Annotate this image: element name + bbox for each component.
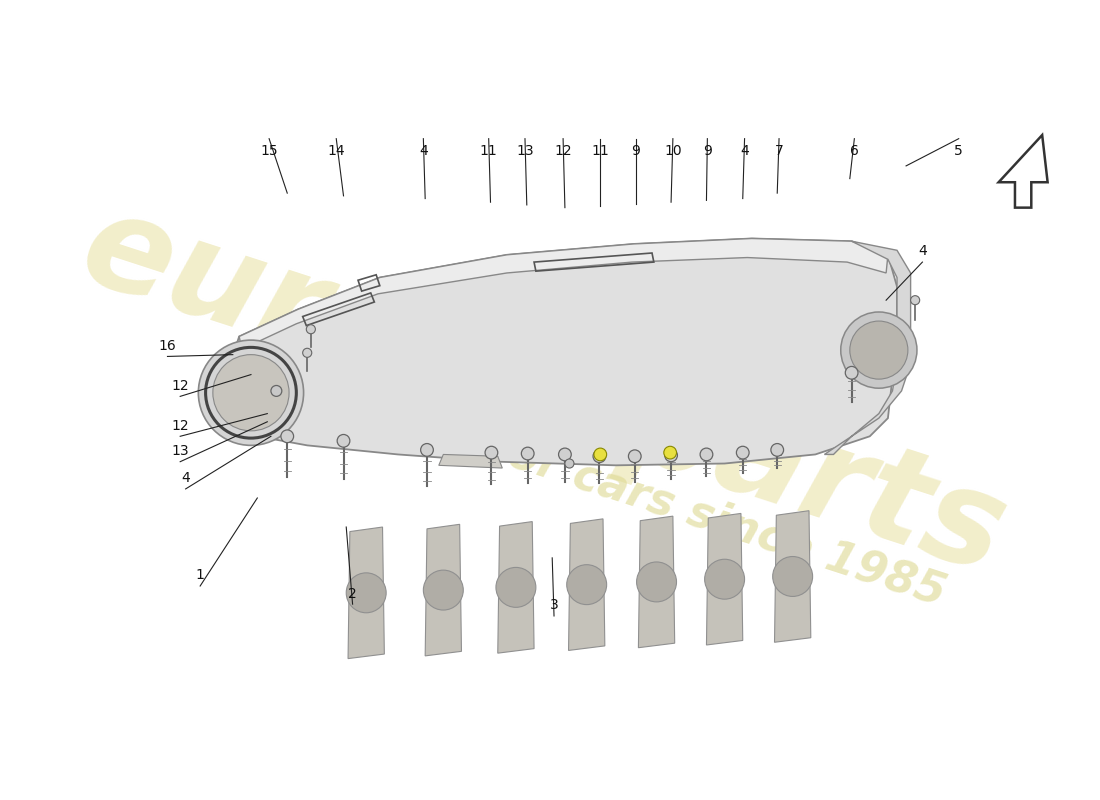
Circle shape — [911, 296, 920, 305]
Circle shape — [705, 559, 745, 599]
Text: 9: 9 — [631, 144, 640, 158]
Polygon shape — [348, 527, 384, 658]
Text: 2: 2 — [349, 586, 358, 601]
Text: 13: 13 — [516, 144, 534, 158]
Circle shape — [565, 459, 574, 468]
Circle shape — [306, 325, 316, 334]
Circle shape — [771, 443, 783, 456]
Polygon shape — [498, 522, 535, 653]
Circle shape — [663, 446, 676, 459]
Text: 3: 3 — [550, 598, 559, 612]
Text: 12: 12 — [554, 144, 572, 158]
Circle shape — [559, 448, 571, 461]
Text: 14: 14 — [328, 144, 345, 158]
Text: 13: 13 — [172, 444, 189, 458]
Circle shape — [664, 449, 678, 462]
Polygon shape — [706, 514, 743, 645]
Polygon shape — [774, 510, 811, 642]
Polygon shape — [239, 238, 888, 349]
Circle shape — [496, 567, 536, 607]
Circle shape — [485, 446, 498, 459]
Text: 11: 11 — [480, 144, 497, 158]
Circle shape — [420, 443, 433, 456]
Circle shape — [628, 450, 641, 462]
Circle shape — [845, 366, 858, 379]
Circle shape — [594, 448, 606, 461]
Polygon shape — [999, 135, 1047, 208]
Circle shape — [736, 446, 749, 459]
Text: eurocarparts: eurocarparts — [66, 182, 1021, 600]
Text: 16: 16 — [158, 339, 176, 353]
Circle shape — [700, 448, 713, 461]
Text: 5: 5 — [955, 144, 964, 158]
Circle shape — [271, 386, 282, 396]
Circle shape — [302, 348, 311, 358]
Text: 7: 7 — [774, 144, 783, 158]
Circle shape — [521, 447, 535, 460]
Circle shape — [424, 570, 463, 610]
Polygon shape — [824, 242, 911, 454]
Polygon shape — [230, 238, 896, 466]
Text: 4: 4 — [740, 144, 749, 158]
Text: 15: 15 — [261, 144, 278, 158]
Text: 12: 12 — [172, 418, 189, 433]
Text: 12: 12 — [172, 378, 189, 393]
Circle shape — [637, 562, 676, 602]
Text: 1: 1 — [196, 568, 205, 582]
Text: 4: 4 — [419, 144, 428, 158]
Text: a passion for cars since 1985: a passion for cars since 1985 — [243, 348, 952, 615]
Circle shape — [213, 354, 289, 431]
Text: 9: 9 — [703, 144, 712, 158]
Circle shape — [198, 340, 304, 446]
Text: 10: 10 — [664, 144, 682, 158]
Polygon shape — [569, 519, 605, 650]
Circle shape — [346, 573, 386, 613]
Circle shape — [280, 430, 294, 442]
Circle shape — [338, 434, 350, 447]
Circle shape — [840, 312, 917, 388]
Circle shape — [850, 321, 908, 379]
Text: 4: 4 — [918, 245, 927, 258]
Text: 11: 11 — [592, 144, 609, 158]
Circle shape — [772, 557, 813, 597]
Polygon shape — [426, 524, 462, 656]
Circle shape — [593, 450, 606, 462]
Polygon shape — [638, 516, 674, 648]
Polygon shape — [439, 454, 503, 468]
Text: 6: 6 — [850, 144, 859, 158]
Circle shape — [566, 565, 606, 605]
Text: 4: 4 — [182, 471, 190, 486]
